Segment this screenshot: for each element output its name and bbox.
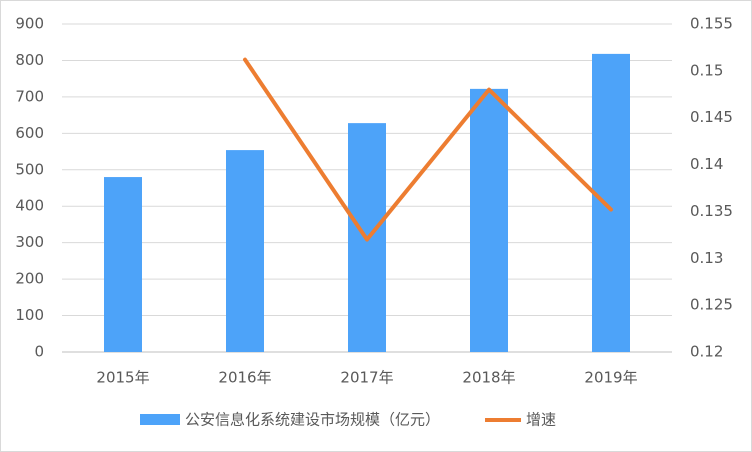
- y-tick-label: 0: [34, 343, 44, 361]
- x-tick-label: 2019年: [584, 369, 637, 387]
- y2-tick-label: 0.12: [690, 343, 723, 361]
- y-tick-label: 200: [15, 270, 44, 288]
- x-tick-label: 2016年: [218, 369, 271, 387]
- legend-label: 增速: [526, 411, 556, 429]
- y-tick-label: 100: [15, 306, 44, 324]
- legend-swatch: [140, 414, 180, 425]
- y2-tick-label: 0.145: [690, 108, 733, 126]
- bar: [592, 53, 630, 352]
- y-tick-label: 800: [15, 51, 44, 69]
- x-tick-label: 2017年: [340, 369, 393, 387]
- y-tick-label: 300: [15, 233, 44, 251]
- y2-tick-label: 0.135: [690, 202, 733, 220]
- y-tick-label: 600: [15, 124, 44, 142]
- y2-tick-label: 0.15: [690, 61, 723, 79]
- y-tick-label: 400: [15, 197, 44, 215]
- legend-label: 公安信息化系统建设市场规模（亿元）: [185, 411, 440, 429]
- bar: [226, 150, 264, 352]
- y2-tick-label: 0.155: [690, 15, 733, 33]
- y-tick-label: 700: [15, 87, 44, 105]
- line-series: [243, 57, 613, 242]
- bar: [470, 88, 508, 353]
- x-tick-label: 2015年: [96, 369, 149, 387]
- y2-tick-label: 0.13: [690, 249, 723, 267]
- y2-tick-label: 0.125: [690, 296, 733, 314]
- y-tick-label: 500: [15, 160, 44, 178]
- y-tick-label: 900: [15, 15, 44, 33]
- bar: [104, 177, 142, 352]
- y2-tick-label: 0.14: [690, 155, 723, 173]
- x-tick-label: 2018年: [462, 369, 515, 387]
